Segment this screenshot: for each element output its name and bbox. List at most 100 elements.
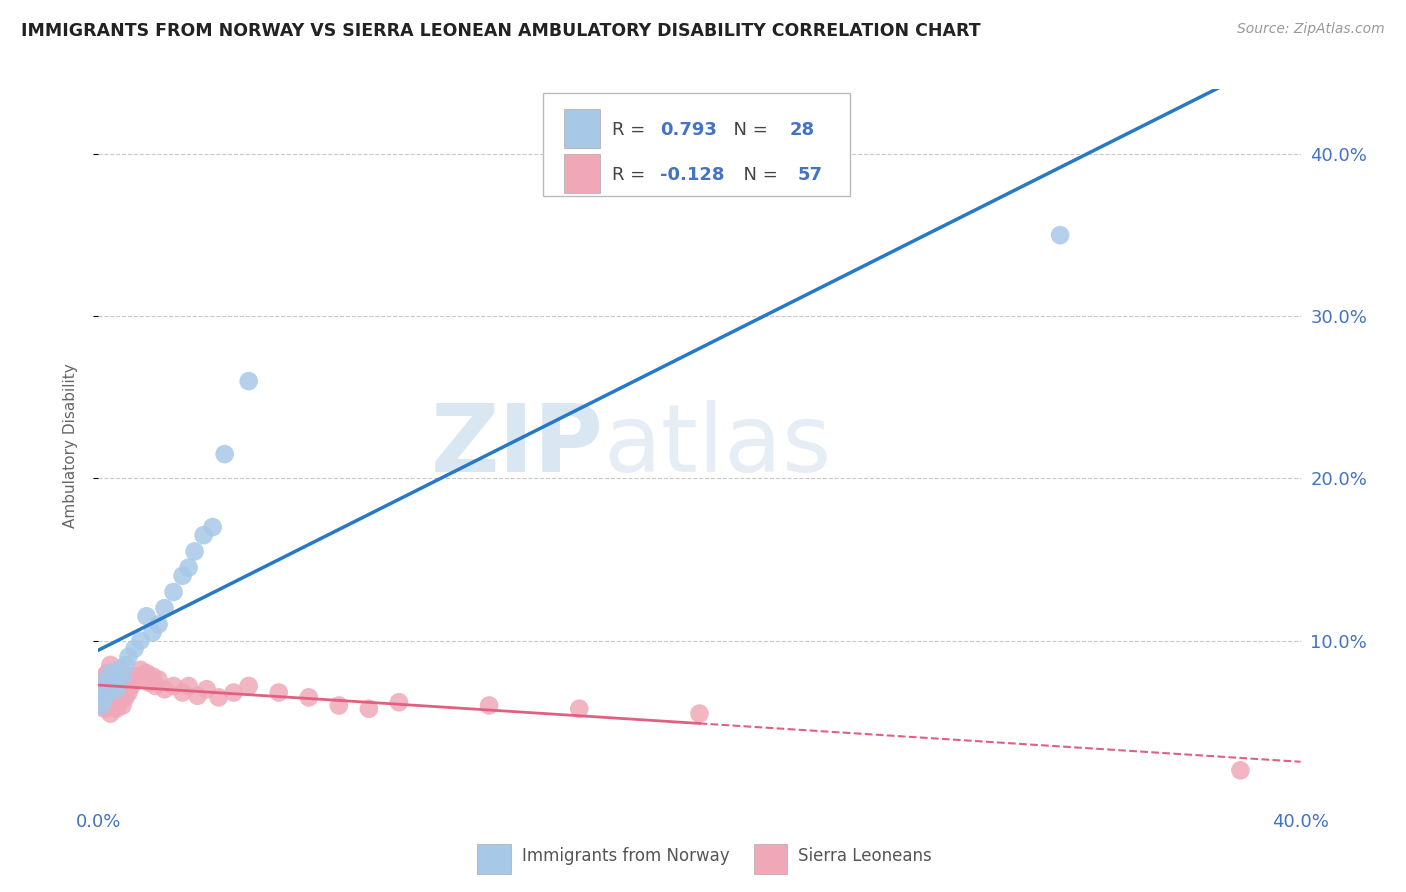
Point xyxy=(108,663,131,677)
Point xyxy=(187,689,209,703)
Point xyxy=(177,679,200,693)
Point xyxy=(238,374,260,388)
Point xyxy=(148,673,170,687)
Point xyxy=(145,679,167,693)
Point xyxy=(238,679,260,693)
Text: atlas: atlas xyxy=(603,400,831,492)
Point xyxy=(100,666,122,681)
Point xyxy=(93,685,115,699)
Point xyxy=(96,679,118,693)
Point xyxy=(100,674,122,689)
Point xyxy=(183,544,205,558)
Point xyxy=(132,673,155,687)
Point xyxy=(153,682,176,697)
Point xyxy=(90,698,112,713)
Point xyxy=(127,669,149,683)
Text: -0.128: -0.128 xyxy=(659,166,724,185)
Point xyxy=(90,682,112,697)
FancyBboxPatch shape xyxy=(543,93,849,196)
Point xyxy=(153,601,176,615)
Point xyxy=(208,690,231,705)
Point xyxy=(117,685,139,699)
FancyBboxPatch shape xyxy=(477,844,510,874)
Point xyxy=(103,698,125,713)
Point xyxy=(93,690,115,705)
Point xyxy=(117,649,139,664)
Point xyxy=(111,698,134,713)
Point xyxy=(108,695,131,709)
Point xyxy=(478,698,501,713)
Point xyxy=(1049,228,1071,243)
Point xyxy=(93,669,115,683)
Point xyxy=(108,663,131,677)
Text: Source: ZipAtlas.com: Source: ZipAtlas.com xyxy=(1237,22,1385,37)
Point xyxy=(100,706,122,721)
Point xyxy=(689,706,711,721)
Point xyxy=(328,698,350,713)
Point xyxy=(568,702,591,716)
Point xyxy=(105,682,128,697)
Y-axis label: Ambulatory Disability: Ambulatory Disability xyxy=(63,364,77,528)
Point xyxy=(90,674,112,689)
Point xyxy=(114,657,136,672)
Point xyxy=(105,669,128,683)
Point xyxy=(135,666,157,681)
Point xyxy=(100,690,122,705)
Point xyxy=(96,682,118,697)
Point xyxy=(90,698,112,713)
Text: R =: R = xyxy=(612,166,651,185)
Point xyxy=(141,669,163,683)
Point xyxy=(105,702,128,716)
Point xyxy=(124,641,146,656)
Point xyxy=(93,702,115,716)
Point xyxy=(96,695,118,709)
Point xyxy=(111,666,134,681)
Point xyxy=(138,675,160,690)
Point xyxy=(267,685,290,699)
Point xyxy=(114,690,136,705)
Point xyxy=(201,520,224,534)
Point xyxy=(117,669,139,683)
Text: N =: N = xyxy=(723,121,773,139)
Point xyxy=(96,666,118,681)
Point xyxy=(96,685,118,699)
Point xyxy=(93,674,115,689)
Point xyxy=(103,666,125,681)
Point xyxy=(162,679,184,693)
Text: R =: R = xyxy=(612,121,651,139)
Point xyxy=(162,585,184,599)
Point xyxy=(114,674,136,689)
Point xyxy=(124,674,146,689)
FancyBboxPatch shape xyxy=(564,154,600,194)
Point xyxy=(121,679,143,693)
Text: N =: N = xyxy=(733,166,783,185)
Point xyxy=(129,633,152,648)
Text: 0.793: 0.793 xyxy=(659,121,717,139)
Point xyxy=(222,685,245,699)
Text: Sierra Leoneans: Sierra Leoneans xyxy=(799,847,932,865)
Point xyxy=(193,528,215,542)
Point xyxy=(111,682,134,697)
Text: 28: 28 xyxy=(790,121,814,139)
Point xyxy=(195,682,218,697)
Point xyxy=(1229,764,1251,778)
Point xyxy=(108,679,131,693)
Point xyxy=(129,663,152,677)
Text: IMMIGRANTS FROM NORWAY VS SIERRA LEONEAN AMBULATORY DISABILITY CORRELATION CHART: IMMIGRANTS FROM NORWAY VS SIERRA LEONEAN… xyxy=(21,22,981,40)
Text: ZIP: ZIP xyxy=(430,400,603,492)
Point xyxy=(172,568,194,582)
Text: 57: 57 xyxy=(799,166,823,185)
Point xyxy=(148,617,170,632)
FancyBboxPatch shape xyxy=(754,844,787,874)
Text: Immigrants from Norway: Immigrants from Norway xyxy=(522,847,730,865)
Point xyxy=(177,560,200,574)
Point xyxy=(298,690,321,705)
Point xyxy=(135,609,157,624)
Point xyxy=(214,447,236,461)
Point xyxy=(100,657,122,672)
Point xyxy=(90,690,112,705)
Point xyxy=(172,685,194,699)
Point xyxy=(103,682,125,697)
Point xyxy=(141,625,163,640)
Point xyxy=(105,685,128,699)
